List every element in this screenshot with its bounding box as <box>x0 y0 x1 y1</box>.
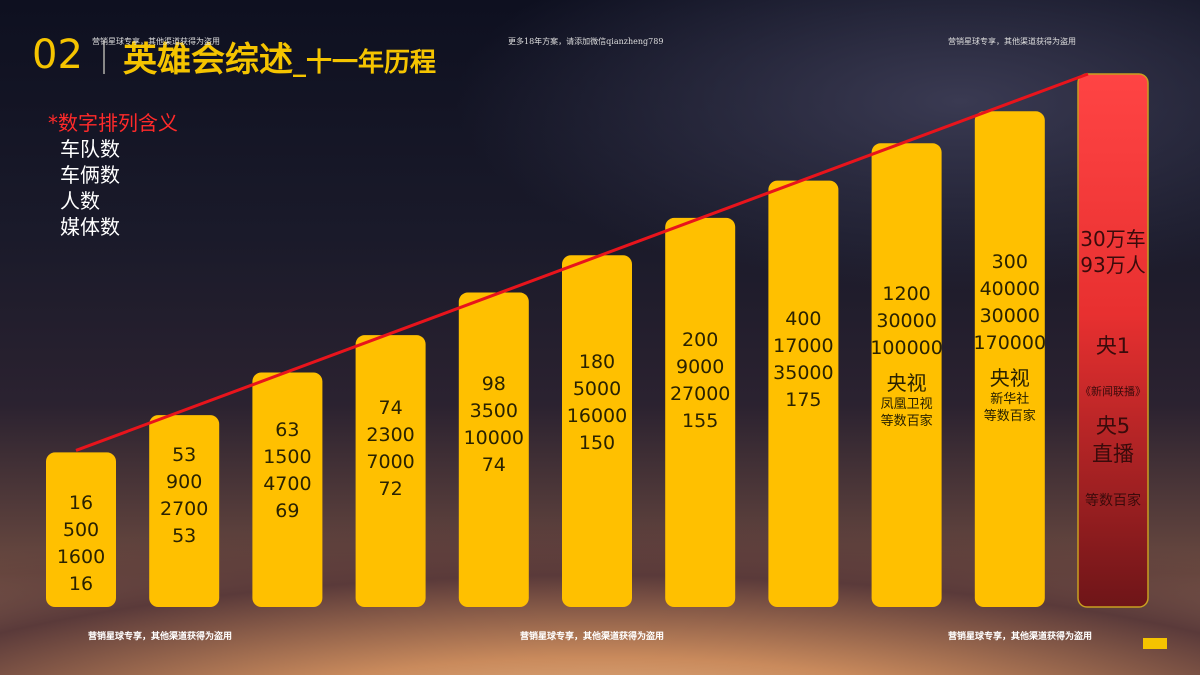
bar-value: 16000 <box>566 404 628 427</box>
bar-label: 1200 30000 100000 央视 凤凰卫视 等数百家 <box>856 281 958 430</box>
bar-value: 98 <box>481 372 506 395</box>
bar-highlight <box>1077 73 1149 608</box>
top-note: 更多18年方案，请添加微信qianzheng789 <box>508 37 664 46</box>
bar-value: 150 <box>578 431 616 454</box>
bar-value: 9000 <box>676 356 725 379</box>
bar-label: 98 3500 10000 74 <box>443 371 545 479</box>
footer-note: 营销星球专享，其他渠道获得为盗用 <box>88 632 233 642</box>
top-note: 营销星球专享，其他渠道获得为盗用 <box>948 37 1076 46</box>
bar <box>974 111 1045 607</box>
media-sub-label: 等数百家 <box>983 409 1036 425</box>
footer-note: 营销星球专享，其他渠道获得为盗用 <box>948 632 1093 642</box>
bar-value: 5000 <box>572 377 622 400</box>
bar-value: 53 <box>172 443 197 466</box>
bar-value: 7000 <box>366 451 415 474</box>
bar <box>355 335 426 607</box>
bar <box>46 452 116 607</box>
bar-value: 53 <box>172 524 197 547</box>
media-sub-label: 凤凰卫视 <box>880 397 933 413</box>
media-sub-label: 新华社 <box>990 392 1030 408</box>
bar-value: 69 <box>275 499 300 522</box>
bar-value: 4700 <box>263 472 312 495</box>
legend-item: 车俩数 <box>60 163 120 187</box>
highlight-media: 直播 <box>1092 442 1134 466</box>
bar-value: 180 <box>578 350 616 373</box>
legend-item: 人数 <box>60 189 100 213</box>
bar-value: 300 <box>991 251 1028 274</box>
page-title-main: 英雄会综述 <box>123 40 293 80</box>
highlight-value: 93万人 <box>1080 253 1146 277</box>
bar-value: 16 <box>68 492 94 515</box>
bar-value: 72 <box>378 478 403 501</box>
bar <box>149 415 220 607</box>
highlight-media: 央5 <box>1095 414 1131 438</box>
bar-value: 17000 <box>773 334 834 357</box>
media-sub-label: 等数百家 <box>880 414 933 430</box>
legend: *数字排列含义 车队数 车俩数 人数 媒体数 <box>48 110 178 240</box>
highlight-media-sub: 《新闻联播》 <box>1080 385 1146 398</box>
bar-value: 170000 <box>973 332 1047 355</box>
bar-value: 155 <box>682 410 719 433</box>
trend-line <box>75 72 1089 452</box>
bar <box>458 292 529 607</box>
bar-value: 63 <box>275 418 300 441</box>
bar-label: 53 900 2700 53 <box>133 442 235 550</box>
bar-value: 900 <box>166 470 203 493</box>
bar <box>562 255 632 607</box>
bar-value: 500 <box>62 519 100 542</box>
bar-label: 400 17000 35000 175 <box>752 306 854 414</box>
legend-item: 媒体数 <box>60 215 120 239</box>
bar-value: 10000 <box>463 426 525 449</box>
bar-value: 3500 <box>469 399 518 422</box>
media-label: 央视 <box>886 371 927 396</box>
bar-value: 1500 <box>263 445 312 468</box>
bar <box>252 372 323 607</box>
corner-marker <box>1143 638 1167 649</box>
bar-value: 27000 <box>669 383 731 406</box>
bar-value: 35000 <box>773 361 834 384</box>
bar-value: 40000 <box>979 278 1041 301</box>
bar-label: 180 5000 16000 150 <box>546 349 648 457</box>
bar <box>665 217 736 607</box>
bar-value: 74 <box>481 453 506 476</box>
bar-value: 2300 <box>366 424 415 447</box>
page-title-sub: _十一年历程 <box>293 48 437 78</box>
highlight-media-sub: 等数百家 <box>1085 493 1141 509</box>
legend-title: *数字排列含义 <box>48 111 178 135</box>
bar-value: 175 <box>785 388 822 411</box>
bar-label: 300 40000 30000 170000 央视 新华社 等数百家 <box>959 249 1061 425</box>
section-number: 02 <box>32 32 83 78</box>
media-label: 央视 <box>989 366 1030 391</box>
top-note: 营销星球专享，其他渠道获得为盗用 <box>92 37 220 46</box>
bar-value: 30000 <box>979 305 1041 328</box>
bar-value: 1600 <box>56 546 106 569</box>
legend-item: 车队数 <box>60 137 120 161</box>
bar <box>871 143 942 608</box>
bar-value: 400 <box>785 307 822 330</box>
bar-value: 2700 <box>160 497 209 520</box>
bar-value: 30000 <box>876 310 937 333</box>
bar-value: 200 <box>682 329 719 352</box>
bar-label: 200 9000 27000 155 <box>649 327 751 435</box>
header-divider <box>103 40 105 74</box>
bar-label: 16 500 1600 16 <box>30 490 132 598</box>
page-title: 英雄会综述_十一年历程 <box>123 32 436 81</box>
bar <box>768 180 839 607</box>
bar-value: 100000 <box>870 337 943 360</box>
bar-label: 74 2300 7000 72 <box>340 395 442 503</box>
highlight-value: 30万车 <box>1080 227 1146 251</box>
footer-note: 营销星球专享，其他渠道获得为盗用 <box>520 632 665 642</box>
bar-value: 1200 <box>882 283 931 306</box>
bar-value: 16 <box>68 573 94 596</box>
bar-label: 63 1500 4700 69 <box>236 417 338 525</box>
highlight-media: 央1 <box>1095 334 1131 358</box>
bar-value: 74 <box>378 397 403 420</box>
